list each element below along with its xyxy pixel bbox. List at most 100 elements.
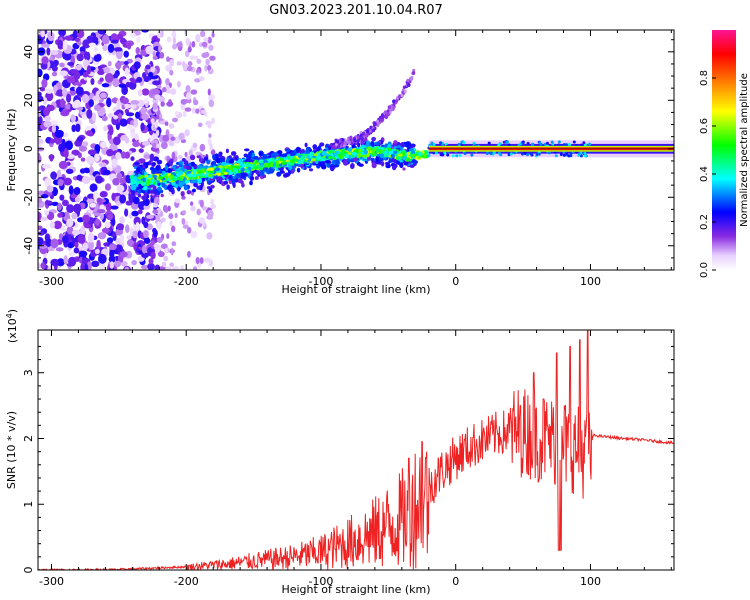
spectrogram-cell: [74, 99, 81, 108]
spectrogram-cell: [126, 124, 135, 130]
spectrogram-cell: [262, 153, 266, 159]
spectrogram-cell: [487, 141, 491, 145]
spectrogram-cell: [142, 140, 151, 146]
spectrogram-cell: [380, 115, 384, 120]
spectrogram-cell: [297, 161, 302, 165]
spectrogram-cell: [190, 201, 194, 206]
spectrogram-cell: [176, 80, 181, 88]
spectrogram-cell: [208, 99, 215, 108]
spectrogram-cell: [130, 32, 136, 39]
spectrogram-cell: [172, 37, 176, 45]
spectrogram-cell: [41, 56, 49, 65]
spectrogram-cell: [161, 261, 167, 268]
spectrogram-cell: [103, 66, 110, 74]
spectrogram-cell: [321, 150, 327, 156]
spectrogram-cell: [45, 88, 53, 94]
spectrogram-cell: [507, 143, 511, 147]
spectrogram-cell: [385, 113, 389, 118]
spectrogram-ytick-label: -20: [22, 188, 35, 206]
spectrogram-cell: [152, 55, 158, 61]
snr-frame: [37, 329, 675, 571]
spectrogram-cell: [112, 178, 120, 186]
spectrogram-cell: [176, 61, 182, 66]
spectrogram-cell: [168, 188, 174, 193]
spectrogram-cell: [124, 67, 130, 77]
spectrogram-cell: [366, 129, 370, 134]
spectrogram-cell: [249, 175, 255, 181]
spectrogram-cell: [79, 46, 86, 53]
spectrogram-cell: [124, 103, 132, 109]
spectrogram-cell: [191, 41, 196, 48]
spectrogram-cell: [164, 165, 169, 171]
spectrogram-cell: [169, 58, 175, 67]
spectrogram-cell: [70, 114, 76, 123]
spectrogram-cell: [63, 52, 72, 61]
spectrogram-cell: [186, 65, 193, 72]
spectrogram-cell: [218, 165, 223, 169]
colorbar-tick-label: 0.4: [699, 166, 710, 182]
spectrogram-xtick-label: -100: [308, 275, 333, 288]
spectrogram-cell: [351, 151, 357, 156]
spectrogram-cell: [176, 41, 183, 48]
spectrogram-cell: [134, 111, 141, 119]
spectrogram-cell: [196, 58, 202, 64]
spectrogram-cell: [195, 257, 200, 265]
spectrogram-cell: [168, 123, 175, 129]
spectrogram-cell: [65, 168, 74, 175]
spectrogram-cell: [192, 188, 196, 193]
spectrogram-cell: [150, 118, 155, 124]
spectrogram-cell: [108, 255, 116, 263]
spectrogram-cell: [73, 247, 80, 254]
spectrogram-cell: [400, 141, 405, 148]
spectrogram-cell: [463, 152, 467, 156]
spectrogram-cell: [196, 169, 202, 174]
spectrogram-cell: [211, 160, 217, 165]
spectrogram-cell: [101, 227, 110, 233]
spectrogram-cell: [337, 153, 341, 157]
snr-ytick-label: 2: [22, 435, 35, 442]
spectrogram-cell: [358, 163, 364, 167]
spectrogram-xtick-label: 0: [452, 275, 459, 288]
spectrogram-cell: [99, 77, 104, 82]
spectrogram-cell: [225, 159, 229, 164]
spectrogram-cell: [101, 83, 110, 88]
spectrogram-cell: [276, 171, 282, 177]
spectrogram-cell: [56, 169, 62, 178]
spectrogram-cell: [252, 161, 258, 165]
spectrogram-cell: [87, 232, 95, 243]
spectrogram-cell: [249, 180, 253, 186]
spectrogram-cell: [412, 71, 416, 75]
spectrogram-cell: [197, 177, 203, 184]
spectrogram-cell: [86, 65, 92, 75]
spectrogram-cell: [135, 47, 141, 55]
spectrogram-cell: [58, 30, 67, 37]
spectrogram-cell: [199, 143, 206, 152]
spectrogram-cell: [166, 233, 170, 239]
spectrogram-cell: [94, 152, 100, 162]
spectrogram-cell: [62, 87, 68, 98]
spectrogram-cell: [119, 216, 125, 224]
spectrogram-cell: [547, 151, 551, 155]
spectrogram-cell: [338, 155, 344, 159]
spectrogram-cell: [207, 36, 212, 44]
spectrogram-cell: [170, 225, 176, 233]
spectrogram-cell: [430, 141, 434, 145]
spectrogram-cell: [206, 232, 213, 240]
spectrogram-cell: [564, 143, 568, 147]
spectrogram-cell: [164, 121, 169, 126]
spectrogram-cell: [391, 105, 395, 110]
spectrogram-cell: [172, 266, 177, 270]
spectrogram-cell: [359, 133, 363, 137]
spectrogram-cell: [403, 89, 407, 94]
spectrogram-cell: [397, 155, 401, 161]
spectrogram-cell: [58, 143, 66, 153]
spectrogram-cell: [110, 39, 119, 44]
spectrogram-cell: [143, 230, 149, 238]
spectrogram-cell: [123, 50, 129, 58]
spectrogram-cell: [45, 238, 52, 247]
spectrogram-cell: [87, 240, 94, 251]
spectrogram-cell: [53, 220, 62, 230]
spectrogram-cell: [329, 165, 335, 172]
spectrogram-cell: [101, 115, 108, 122]
spectrogram-cell: [49, 120, 59, 127]
